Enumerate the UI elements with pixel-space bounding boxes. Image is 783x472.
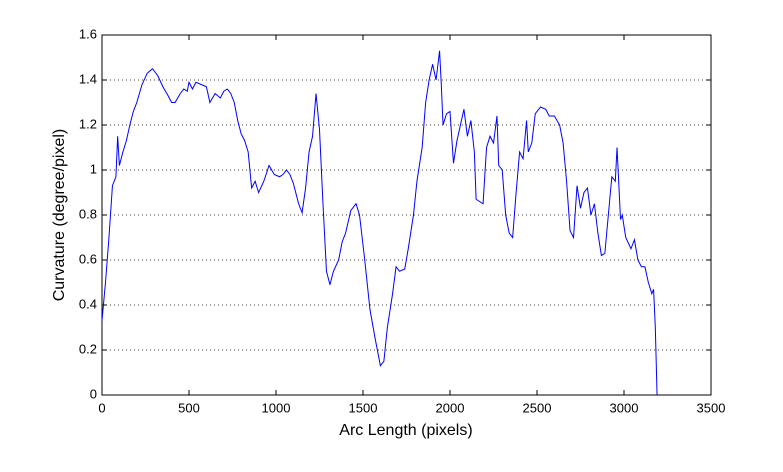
x-tick-label: 0 [98, 400, 105, 415]
y-axis-label: Curvature (degree/pixel) [51, 129, 68, 302]
y-tick-label: 1.2 [79, 116, 97, 131]
y-tick-label: 0.2 [79, 341, 97, 356]
y-tick-label: 0.4 [79, 296, 97, 311]
y-tick-label: 1.6 [79, 26, 97, 41]
data-line [101, 50, 658, 396]
x-tick-label: 2000 [436, 400, 465, 415]
y-tick-label: 0.8 [79, 206, 97, 221]
y-tick-label: 0.6 [79, 251, 97, 266]
x-tick-label: 3000 [610, 400, 639, 415]
plot-frame [101, 34, 712, 396]
x-tick-label: 2500 [523, 400, 552, 415]
x-tick-label: 1500 [349, 400, 378, 415]
x-axis-label: Arc Length (pixels) [339, 422, 472, 439]
x-tick-label: 1000 [262, 400, 291, 415]
y-tick-label: 0 [90, 386, 97, 401]
y-tick-label: 1.4 [79, 71, 97, 86]
y-tick-label: 1 [90, 161, 97, 176]
x-tick-label: 500 [178, 400, 200, 415]
x-tick-label: 3500 [697, 400, 726, 415]
